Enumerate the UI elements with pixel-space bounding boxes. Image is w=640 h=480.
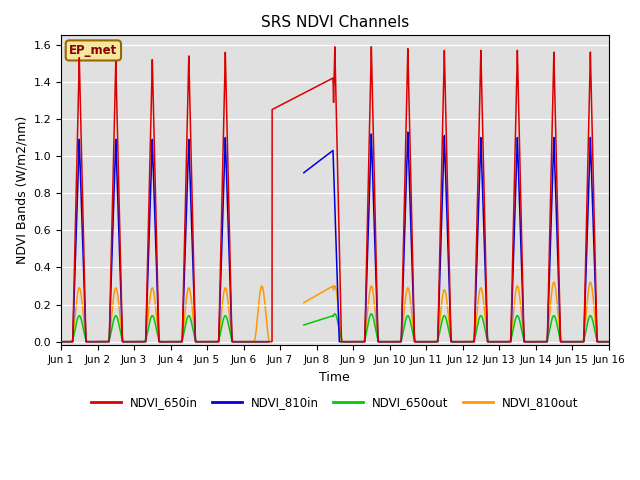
NDVI_650in: [347, 339, 355, 345]
NDVI_650out: [347, 339, 355, 345]
NDVI_650in: [57, 339, 65, 345]
NDVI_810in: [177, 339, 185, 345]
NDVI_810out: [177, 338, 185, 344]
NDVI_650out: [75, 313, 83, 319]
Title: SRS NDVI Channels: SRS NDVI Channels: [260, 15, 409, 30]
NDVI_810in: [117, 288, 125, 293]
NDVI_650in: [367, 44, 375, 50]
NDVI_650out: [57, 339, 65, 345]
Legend: NDVI_650in, NDVI_810in, NDVI_650out, NDVI_810out: NDVI_650in, NDVI_810in, NDVI_650out, NDV…: [86, 392, 583, 414]
NDVI_810out: [117, 321, 125, 327]
NDVI_650in: [117, 268, 125, 274]
NDVI_650in: [189, 214, 196, 219]
NDVI_810out: [57, 339, 65, 345]
Line: NDVI_810out: NDVI_810out: [61, 282, 609, 342]
NDVI_650out: [532, 339, 540, 345]
NDVI_810in: [189, 250, 196, 256]
NDVI_650in: [177, 339, 185, 345]
NDVI_810in: [347, 339, 355, 345]
NDVI_810out: [347, 339, 355, 345]
NDVI_810out: [189, 309, 196, 314]
NDVI_650out: [117, 330, 125, 336]
NDVI_650out: [605, 339, 612, 345]
Line: NDVI_810in: NDVI_810in: [61, 132, 609, 342]
NDVI_810in: [532, 339, 540, 345]
NDVI_650in: [75, 90, 83, 96]
Line: NDVI_650in: NDVI_650in: [61, 47, 609, 342]
X-axis label: Time: Time: [319, 371, 350, 384]
NDVI_810out: [75, 287, 83, 292]
NDVI_810out: [532, 339, 540, 345]
NDVI_650in: [532, 339, 540, 345]
NDVI_810in: [75, 162, 83, 168]
NDVI_810in: [57, 339, 65, 345]
NDVI_810out: [605, 339, 612, 345]
Y-axis label: NDVI Bands (W/m2/nm): NDVI Bands (W/m2/nm): [15, 116, 28, 264]
NDVI_650in: [605, 339, 612, 345]
Line: NDVI_650out: NDVI_650out: [61, 314, 609, 342]
NDVI_650out: [177, 339, 185, 345]
Text: EP_met: EP_met: [69, 44, 118, 57]
NDVI_650out: [189, 324, 196, 330]
NDVI_810in: [605, 339, 612, 345]
